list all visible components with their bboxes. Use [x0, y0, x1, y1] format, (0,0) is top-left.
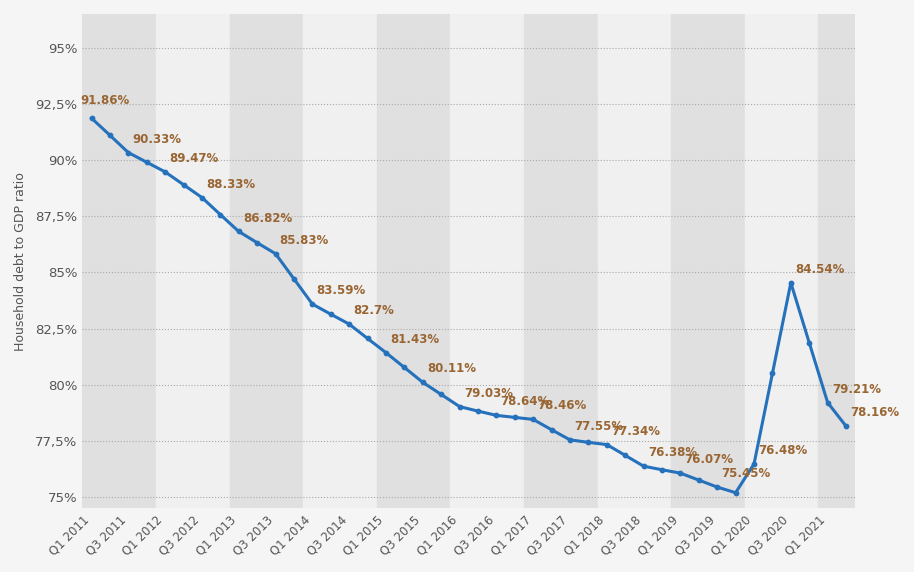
Point [287, 275, 302, 284]
Bar [598, 14, 671, 509]
Point [545, 425, 559, 434]
Point [636, 462, 651, 471]
Point [710, 483, 725, 492]
Point [471, 407, 485, 416]
Point [654, 465, 669, 474]
Point [360, 334, 375, 343]
Text: 77.55%: 77.55% [574, 420, 623, 433]
Point [342, 320, 356, 329]
Point [821, 398, 835, 407]
Bar [671, 14, 745, 509]
Point [526, 415, 540, 424]
Point [140, 158, 154, 167]
Bar [82, 14, 156, 509]
Point [765, 369, 780, 378]
Bar [451, 14, 524, 509]
Text: 78.46%: 78.46% [537, 399, 587, 412]
Text: 82.7%: 82.7% [354, 304, 394, 317]
Text: 77.34%: 77.34% [611, 424, 660, 438]
Text: 76.48%: 76.48% [759, 444, 807, 457]
Point [600, 440, 614, 449]
Point [673, 468, 687, 478]
Bar [818, 14, 856, 509]
Text: 75.45%: 75.45% [721, 467, 771, 480]
Point [434, 390, 449, 399]
Bar [745, 14, 818, 509]
Point [507, 413, 522, 422]
Text: 84.54%: 84.54% [795, 263, 845, 276]
Point [563, 435, 578, 444]
Point [692, 475, 707, 484]
Bar [303, 14, 377, 509]
Bar [156, 14, 229, 509]
Point [397, 363, 411, 372]
Bar [524, 14, 598, 509]
Point [158, 168, 173, 177]
Point [250, 238, 264, 247]
Text: 85.83%: 85.83% [280, 234, 329, 247]
Point [581, 438, 596, 447]
Point [452, 402, 467, 411]
Point [416, 378, 430, 387]
Point [305, 300, 320, 309]
Point [378, 348, 393, 358]
Bar [377, 14, 451, 509]
Text: 80.11%: 80.11% [427, 363, 476, 375]
Text: 78.16%: 78.16% [850, 406, 899, 419]
Point [324, 309, 338, 319]
Point [802, 338, 816, 347]
Point [102, 130, 117, 140]
Point [195, 193, 209, 202]
Text: 79.03%: 79.03% [463, 387, 513, 400]
Text: 76.38%: 76.38% [648, 446, 696, 459]
Point [268, 249, 282, 259]
Text: 79.21%: 79.21% [832, 383, 881, 396]
Text: 78.64%: 78.64% [501, 395, 550, 408]
Point [213, 210, 228, 219]
Text: 88.33%: 88.33% [207, 177, 255, 190]
Point [176, 180, 191, 189]
Text: 83.59%: 83.59% [316, 284, 366, 297]
Point [618, 451, 632, 460]
Point [121, 148, 135, 157]
Text: 89.47%: 89.47% [169, 152, 218, 165]
Text: 90.33%: 90.33% [133, 133, 182, 146]
Text: 86.82%: 86.82% [243, 212, 292, 225]
Y-axis label: Household debt to GDP ratio: Household debt to GDP ratio [14, 172, 27, 351]
Point [728, 488, 743, 497]
Point [747, 459, 761, 468]
Point [839, 422, 854, 431]
Text: 76.07%: 76.07% [685, 453, 734, 466]
Text: 91.86%: 91.86% [80, 94, 130, 107]
Bar [229, 14, 303, 509]
Text: 81.43%: 81.43% [390, 333, 440, 345]
Point [489, 411, 504, 420]
Point [84, 114, 99, 123]
Point [231, 227, 246, 236]
Point [783, 278, 798, 287]
